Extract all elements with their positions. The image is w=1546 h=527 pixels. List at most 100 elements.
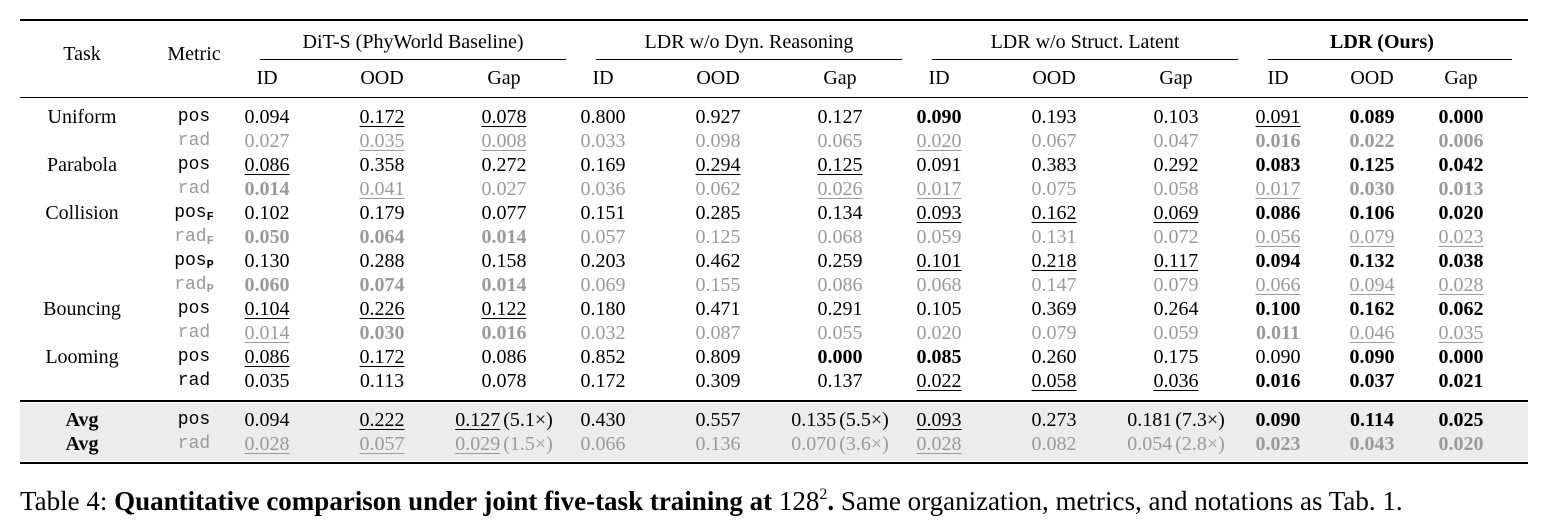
cell-value: 0.079 — [1153, 274, 1199, 296]
table-cell: 0.106 — [1350, 201, 1395, 225]
cell-value: 0.094 — [1255, 250, 1301, 272]
table-cell: 0.011 — [1256, 321, 1300, 345]
table-cell: 0.027 — [245, 129, 290, 153]
table-cell: 0.260 — [1032, 345, 1077, 369]
cell-value: 0.072 — [1153, 226, 1199, 248]
table-cell: 0.105 — [917, 297, 962, 321]
table-cell: 0.070 (3.6×) — [791, 432, 889, 456]
cell-value: 0.130 — [244, 250, 290, 272]
cell-value: 0.023 — [1255, 433, 1301, 455]
cell-value: 0.462 — [695, 250, 741, 272]
cell-value: 0.016 — [481, 322, 527, 344]
cell-value: 0.113 — [359, 370, 405, 392]
cell-value: 0.181 — [1127, 409, 1173, 431]
table-cell: 0.358 — [360, 153, 405, 177]
cell-value: 0.180 — [580, 298, 626, 320]
table-cell: 0.264 — [1154, 297, 1199, 321]
cell-value: 0.046 — [1349, 322, 1395, 344]
cell-value: 0.037 — [1349, 370, 1395, 392]
cell-value: 0.086 — [481, 346, 527, 368]
cell-value: 0.036 — [1153, 370, 1199, 392]
cell-value: 0.169 — [580, 154, 626, 176]
table-cell: 0.852 — [581, 345, 626, 369]
table-cell: 0.125 — [696, 225, 741, 249]
cell-value: 0.127 — [817, 106, 863, 128]
cell-value: 0.292 — [1153, 154, 1199, 176]
table-cell: 0.000 — [1439, 105, 1484, 129]
table-cell: 0.086 — [1256, 201, 1301, 225]
caption-bold: Quantitative comparison under joint five… — [114, 486, 779, 516]
table-cell: 0.285 — [696, 201, 741, 225]
table-cell: 0.113 — [360, 369, 404, 393]
table-cell: 0.047 — [1154, 129, 1199, 153]
cell-value: 0.285 — [695, 202, 741, 224]
table-cell: 0.056 — [1256, 225, 1301, 249]
cell-value: 0.042 — [1438, 154, 1484, 176]
table-cell: 0.077 — [482, 201, 527, 225]
cell-value: 0.020 — [916, 130, 962, 152]
table-cell: 0.079 — [1350, 225, 1395, 249]
cell-value: 0.106 — [1349, 202, 1395, 224]
row-task-label: Avg — [65, 409, 99, 431]
row-metric-label: pos — [178, 153, 210, 177]
header-task: Task — [63, 43, 101, 65]
gap-ratio: (5.5×) — [839, 409, 889, 431]
metric-name: pos — [174, 203, 207, 223]
metric-subscript: P — [206, 258, 214, 272]
cell-value: 0.134 — [817, 202, 863, 224]
cell-value: 0.059 — [916, 226, 962, 248]
table-cell: 0.135 (5.5×) — [791, 408, 889, 432]
group-rule-ours — [1268, 59, 1512, 60]
cell-value: 0.083 — [1255, 154, 1301, 176]
cell-value: 0.273 — [1031, 409, 1077, 431]
caption-rest: Same organization, metrics, and notation… — [834, 486, 1403, 516]
table-cell: 0.288 — [360, 249, 405, 273]
table-cell: 0.091 — [1256, 105, 1301, 129]
cell-value: 0.025 — [1438, 409, 1484, 431]
table-cell: 0.094 — [1256, 249, 1301, 273]
cell-value: 0.058 — [1153, 178, 1199, 200]
cell-value: 0.090 — [916, 106, 962, 128]
table-cell: 0.078 — [482, 105, 527, 129]
cell-value: 0.175 — [1153, 346, 1199, 368]
row-metric-label: rad — [178, 177, 210, 201]
cell-value: 0.089 — [1349, 106, 1395, 128]
table-cell: 0.028 — [245, 432, 290, 456]
metric-name: rad — [174, 275, 207, 295]
table-cell: 0.087 — [696, 321, 741, 345]
table-cell: 0.025 — [1439, 408, 1484, 432]
table-cell: 0.292 — [1154, 153, 1199, 177]
table-cell: 0.102 — [245, 201, 290, 225]
cell-value: 0.172 — [580, 370, 626, 392]
metric-name: pos — [177, 347, 211, 367]
cell-value: 0.125 — [1349, 154, 1395, 176]
metric-subscript: F — [206, 234, 214, 248]
caption-resolution: 1282 — [779, 486, 828, 516]
table-cell: 0.006 — [1439, 129, 1484, 153]
table-cell: 0.030 — [360, 321, 405, 345]
table-cell: 0.557 — [696, 408, 741, 432]
cell-value: 0.020 — [916, 322, 962, 344]
table-cell: 0.147 — [1032, 273, 1077, 297]
cell-value: 0.016 — [1255, 370, 1301, 392]
table-cell: 0.055 — [818, 321, 863, 345]
table-cell: 0.059 — [1154, 321, 1199, 345]
subheader-id: ID — [256, 67, 278, 89]
table-cell: 0.193 — [1032, 105, 1077, 129]
avg-rule — [20, 400, 1528, 402]
cell-value: 0.122 — [481, 298, 527, 320]
metric-name: pos — [174, 251, 207, 271]
bottom-rule — [20, 462, 1528, 464]
metric-name: pos — [177, 410, 211, 430]
gap-ratio: (1.5×) — [503, 433, 553, 455]
cell-value: 0.058 — [1031, 370, 1077, 392]
row-metric-label: rad — [178, 321, 210, 345]
cell-value: 0.047 — [1153, 130, 1199, 152]
cell-value: 0.093 — [916, 409, 962, 431]
row-metric-label: radF — [174, 225, 214, 253]
cell-value: 0.078 — [481, 106, 527, 128]
cell-value: 0.358 — [359, 154, 405, 176]
table-cell: 0.000 — [1439, 345, 1484, 369]
table-cell: 0.134 — [818, 201, 863, 225]
table-cell: 0.927 — [696, 105, 741, 129]
